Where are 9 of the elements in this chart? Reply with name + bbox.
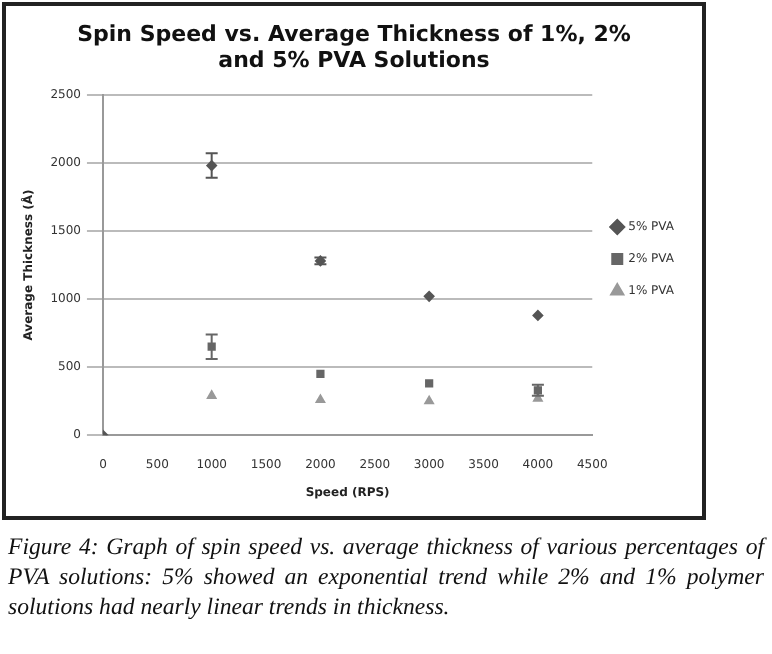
point <box>315 394 326 403</box>
point <box>316 369 325 379</box>
point <box>532 309 544 321</box>
point <box>425 379 434 388</box>
caption: Figure 4: Graph of spin speed vs. average thickness of various percentages of PVA solutions: 5% showed an exponential trend while 2% and 1% polymer solutions had nearly linear trends in thickness. <box>8 532 764 622</box>
chart-title: Spin Speed vs. Average Thickness of 1%, 2% and 5% PVA Solutions <box>77 20 631 74</box>
point <box>206 390 217 399</box>
point <box>423 290 435 302</box>
point <box>424 395 434 405</box>
